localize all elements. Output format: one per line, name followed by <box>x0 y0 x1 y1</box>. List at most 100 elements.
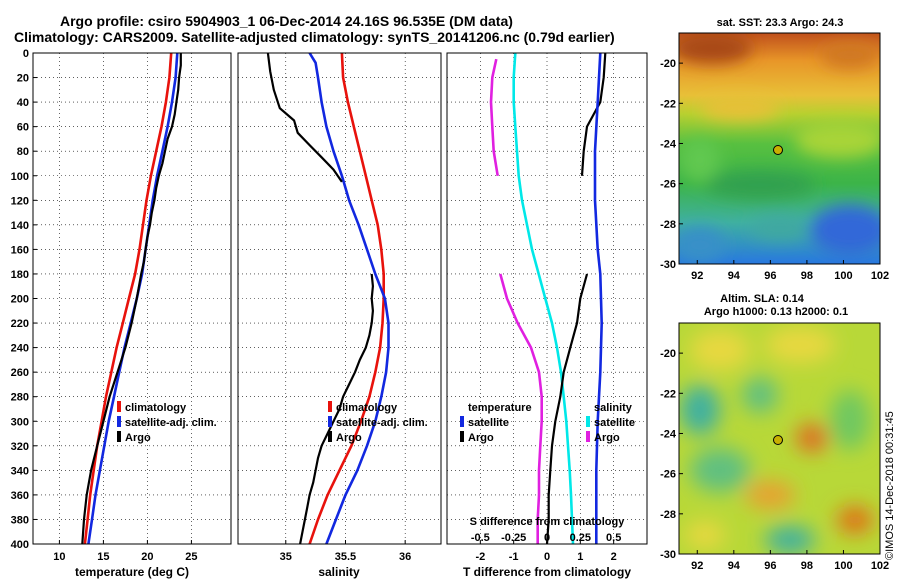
x-tick-label: 35 <box>280 551 292 563</box>
lon-tick-label: 98 <box>801 270 813 282</box>
legend-label-climatology: climatology <box>125 402 187 414</box>
legend-heading-temperature: temperature <box>468 402 532 414</box>
x-tick-label: 10 <box>53 551 65 563</box>
salinity-xlabel: salinity <box>318 565 360 579</box>
legend-label-satellite: satellite-adj. clim. <box>125 417 217 429</box>
lat-tick-label: -28 <box>660 219 676 231</box>
t-difference-xlabel: T difference from climatology <box>463 565 631 579</box>
y-tick-label: 20 <box>17 73 29 85</box>
lon-tick-label: 96 <box>764 560 776 572</box>
series-line-t-argo <box>580 52 607 176</box>
series-line-argo <box>81 53 182 545</box>
legend-label-satellite: satellite-adj. clim. <box>336 417 428 429</box>
lat-tick-label: -20 <box>660 58 676 70</box>
sla-map-title-2: Argo h1000: 0.13 h2000: 0.1 <box>704 306 848 318</box>
y-tick-label: 100 <box>11 171 29 183</box>
s-difference-label: S difference from climatology <box>470 516 626 528</box>
salinity-diff-legend: salinity satellite Argo <box>586 402 635 444</box>
argo-location-marker <box>773 435 783 445</box>
legend-label-s-satellite: satellite <box>594 417 635 429</box>
y-tick-label: 340 <box>11 465 29 477</box>
temperature-diff-legend: temperature satellite Argo <box>460 402 532 444</box>
legend-swatch-t-satellite <box>460 416 464 427</box>
y-tick-label: 60 <box>17 122 29 134</box>
sla-map-title-1: Altim. SLA: 0.14 <box>720 293 805 305</box>
s-diff-tick-label: 0 <box>544 532 550 544</box>
lon-tick-label: 92 <box>691 560 703 572</box>
s-diff-tick-label: 0.5 <box>606 532 621 544</box>
series-line-s-satellite <box>593 52 604 544</box>
lat-tick-label: -24 <box>660 138 677 150</box>
x-tick-label: 2 <box>611 551 617 563</box>
lon-tick-label: 96 <box>764 270 776 282</box>
title-line-1: Argo profile: csiro 5904903_1 06-Dec-201… <box>60 13 513 29</box>
x-tick-label: 0 <box>544 551 550 563</box>
salinity-legend: climatology satellite-adj. clim. Argo <box>328 401 428 444</box>
legend-label-s-argo: Argo <box>594 432 620 444</box>
sla-map: Altim. SLA: 0.14 Argo h1000: 0.13 h2000:… <box>660 293 889 572</box>
legend-swatch-satellite <box>117 416 121 427</box>
legend-swatch-argo <box>117 431 121 442</box>
lat-tick-label: -20 <box>660 348 676 360</box>
y-tick-label: 360 <box>11 490 29 502</box>
lon-tick-label: 102 <box>871 560 889 572</box>
lat-tick-label: -30 <box>660 549 676 561</box>
difference-panel: -2 -1 0 1 2 -0.5 -0.25 0 0.25 0.5 S difference f… <box>446 52 648 579</box>
lon-tick-label: 100 <box>834 560 852 572</box>
y-tick-label: 180 <box>11 269 29 281</box>
lon-tick-label: 100 <box>834 270 852 282</box>
y-tick-label: 200 <box>11 294 29 306</box>
x-tick-label: 1 <box>577 551 583 563</box>
legend-label-argo: Argo <box>336 432 362 444</box>
s-diff-tick-label: -0.25 <box>501 532 526 544</box>
temperature-legend: climatology satellite-adj. clim. Argo <box>117 401 217 444</box>
salinity-panel: 35 35.5 36 salinity climatology satellite-… <box>237 52 442 579</box>
y-tick-label: 160 <box>11 244 29 256</box>
y-tick-label: 380 <box>11 514 29 526</box>
y-tick-label: 240 <box>11 343 29 355</box>
argo-location-marker <box>773 145 783 155</box>
x-tick-label: 35.5 <box>335 551 356 563</box>
lon-tick-label: 98 <box>801 560 813 572</box>
series-line-t-satellite <box>512 52 575 545</box>
x-tick-label: -1 <box>509 551 519 563</box>
legend-swatch-climatology <box>328 401 332 412</box>
y-tick-label: 140 <box>11 220 29 232</box>
y-tick-label: 300 <box>11 416 29 428</box>
y-tick-label: 80 <box>17 146 29 158</box>
lat-tick-label: -30 <box>660 259 676 271</box>
lon-tick-label: 94 <box>728 270 741 282</box>
lat-tick-label: -28 <box>660 509 676 521</box>
series-line-s-argo <box>499 273 544 544</box>
s-diff-tick-label: -0.5 <box>471 532 490 544</box>
y-tick-label: 400 <box>11 539 29 551</box>
timestamp: ©IMOS 14-Dec-2018 00:31:45 <box>884 411 896 560</box>
y-tick-label: 0 <box>23 48 29 60</box>
title-line-2: Climatology: CARS2009. Satellite-adjuste… <box>14 29 615 45</box>
sst-map: sat. SST: 23.3 Argo: 24.3 <box>660 17 889 282</box>
legend-swatch-s-argo <box>586 431 590 442</box>
lon-tick-label: 92 <box>691 270 703 282</box>
sst-map-title: sat. SST: 23.3 Argo: 24.3 <box>717 17 844 29</box>
lat-tick-label: -22 <box>660 388 676 400</box>
y-tick-label: 40 <box>17 97 29 109</box>
series-line-s-argo <box>489 58 499 177</box>
lat-tick-label: -26 <box>660 469 676 481</box>
legend-swatch-argo <box>328 431 332 442</box>
lon-tick-label: 94 <box>728 560 741 572</box>
y-tick-label: 320 <box>11 441 29 453</box>
lat-tick-label: -22 <box>660 98 676 110</box>
x-tick-label: 25 <box>185 551 197 563</box>
s-diff-tick-label: 0.25 <box>570 532 591 544</box>
lon-tick-label: 102 <box>871 270 889 282</box>
legend-heading-salinity: salinity <box>594 402 633 414</box>
y-tick-label: 220 <box>11 318 29 330</box>
legend-label-t-satellite: satellite <box>468 417 509 429</box>
lat-tick-label: -26 <box>660 179 676 191</box>
legend-swatch-climatology <box>117 401 121 412</box>
lat-tick-label: -24 <box>660 428 677 440</box>
legend-label-climatology: climatology <box>336 402 398 414</box>
y-tick-label: 280 <box>11 392 29 404</box>
series-line-satellite-adj-clim- <box>308 52 390 545</box>
